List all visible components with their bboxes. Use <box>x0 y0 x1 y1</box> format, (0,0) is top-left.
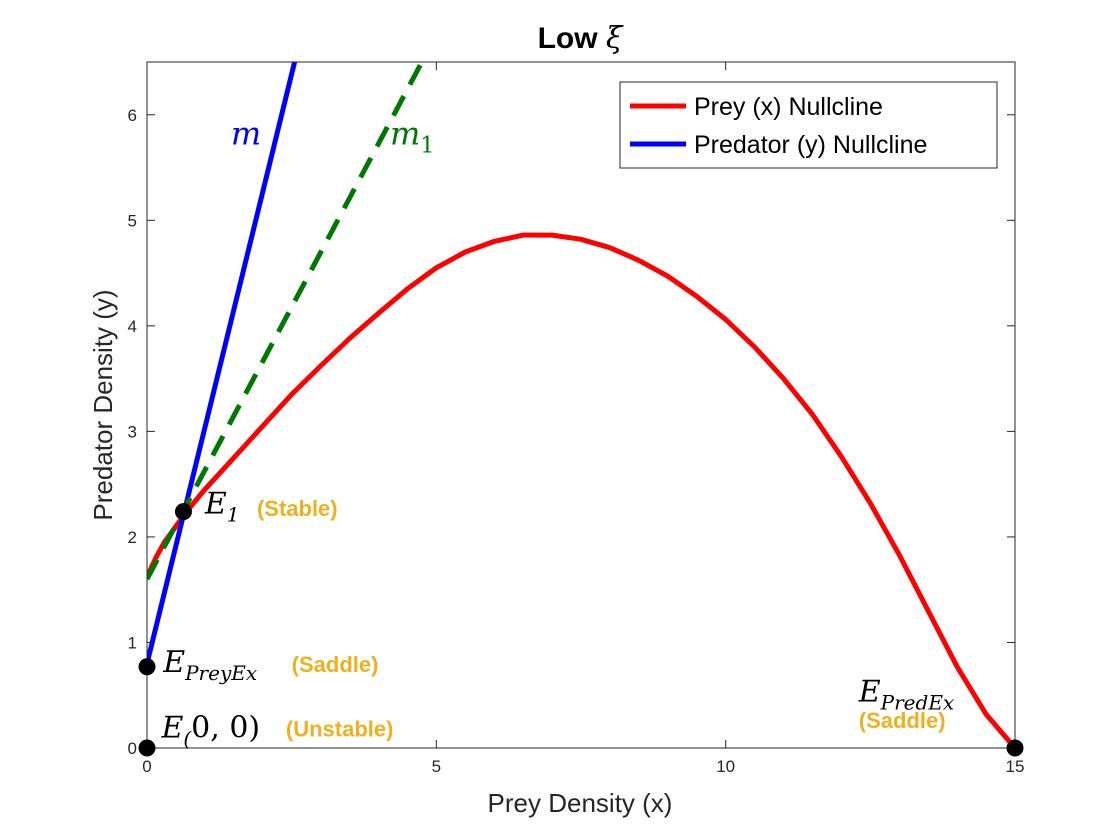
equilibrium-label-3: EPredEx <box>858 675 954 715</box>
equilibrium-point-3 <box>1006 739 1024 757</box>
line-label-1: m1 <box>390 114 434 158</box>
x-tick-label: 10 <box>716 757 735 776</box>
series-line-2 <box>147 62 425 581</box>
legend-entry: Predator (y) Nullcline <box>694 131 927 159</box>
y-tick-label: 4 <box>128 317 137 336</box>
legend-entry: Prey (x) Nullcline <box>694 93 883 121</box>
x-axis-label: Prey Density (x) <box>488 788 673 818</box>
chart-title-symbol: ξ <box>606 21 624 56</box>
x-tick-label: 0 <box>142 757 151 776</box>
y-tick-label: 5 <box>128 211 137 230</box>
equilibrium-points <box>138 503 1024 757</box>
equilibrium-label-0: E1 <box>204 487 240 527</box>
line-label-0: m <box>231 114 261 152</box>
stability-label-2: (Unstable) <box>286 716 394 741</box>
y-axis-label: Predator Density (y) <box>88 289 118 520</box>
y-tick-label: 6 <box>128 106 137 125</box>
equilibrium-point-1 <box>138 658 156 676</box>
x-tick-label: 15 <box>1006 757 1025 776</box>
legend-box <box>619 81 998 169</box>
y-tick-label: 1 <box>128 633 137 652</box>
y-tick-label: 2 <box>128 528 137 547</box>
x-tick-label: 5 <box>432 757 441 776</box>
y-tick-label: 3 <box>128 422 137 441</box>
legend: Prey (x) Nullcline Predator (y) Nullcline <box>619 81 998 169</box>
series-line-1 <box>147 62 298 665</box>
stability-label-3: (Saddle) <box>859 708 946 733</box>
chart-title-text: Low <box>538 22 606 55</box>
series-line-0 <box>147 232 1015 748</box>
stability-label-1: (Saddle) <box>292 652 379 677</box>
plot-area <box>147 62 1015 748</box>
equilibrium-annotations: E1 (Stable) EPreyEx (Saddle) E(0, 0) (Unstabl… <box>160 487 954 751</box>
equilibrium-point-2 <box>174 503 192 521</box>
equilibrium-label-1: EPreyEx <box>162 645 257 685</box>
equilibrium-label-2: E(0, 0) <box>160 710 260 750</box>
stability-label-0: (Stable) <box>257 496 338 521</box>
line-labels: m m1 <box>231 114 434 158</box>
y-tick-label: 0 <box>128 739 137 758</box>
equilibrium-point-0 <box>138 739 156 757</box>
x-axis: 0 5 10 15 <box>142 62 1024 776</box>
plot-frame <box>146 61 1016 749</box>
chart-title: Low ξ <box>538 21 624 56</box>
